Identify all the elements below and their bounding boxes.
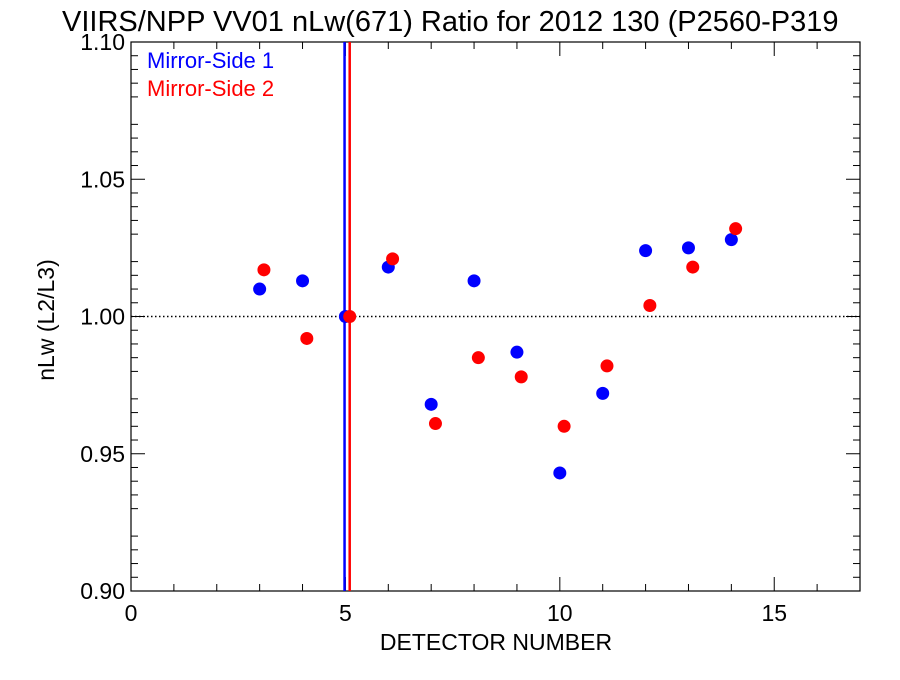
legend: Mirror-Side 1 Mirror-Side 2 [147, 48, 274, 101]
series-1-point [639, 244, 653, 258]
series-2-point [514, 370, 528, 384]
y-tick-label: 1.10 [80, 29, 125, 55]
series-1-point [424, 397, 438, 411]
legend-entry: Mirror-Side 2 [147, 76, 274, 101]
series-2-point [471, 351, 485, 365]
x-axis-label: DETECTOR NUMBER [380, 629, 612, 655]
series-2-point [257, 263, 271, 277]
y-tick-label: 1.00 [80, 304, 125, 330]
series-2-point [343, 310, 357, 323]
series-1-point [553, 466, 567, 480]
series-2-point [300, 331, 314, 345]
series-1-point [467, 274, 481, 288]
series-1-point [596, 386, 610, 400]
series-2-point [557, 419, 571, 433]
chart-title: VIIRS/NPP VV01 nLw(671) Ratio for 2012 1… [62, 6, 839, 38]
x-tick-label: 10 [547, 600, 573, 626]
plot-area: 0 5 10 15 0.90 0.95 1.00 1.05 1.10 [80, 29, 861, 626]
series-2-point [386, 252, 400, 266]
y-tick-label: 1.05 [80, 166, 125, 192]
x-tick-label: 0 [125, 600, 138, 626]
series-2-point [600, 359, 614, 373]
series-2-point [686, 260, 700, 274]
x-tick-label: 15 [761, 600, 787, 626]
series-1-point [253, 282, 267, 296]
series-1-point [296, 274, 310, 288]
y-tick-label: 0.95 [80, 441, 125, 467]
y-tick-label: 0.90 [80, 578, 125, 604]
x-tick-label: 5 [339, 600, 352, 626]
series-1-point [724, 233, 738, 247]
series-2-point [428, 417, 442, 431]
series-1-point [681, 241, 695, 255]
series-2-point [643, 299, 657, 313]
series-1-point [510, 345, 524, 359]
series-2-point [729, 222, 743, 236]
legend-entry: Mirror-Side 1 [147, 48, 274, 73]
y-axis-label: nLw (L2/L3) [33, 259, 59, 380]
